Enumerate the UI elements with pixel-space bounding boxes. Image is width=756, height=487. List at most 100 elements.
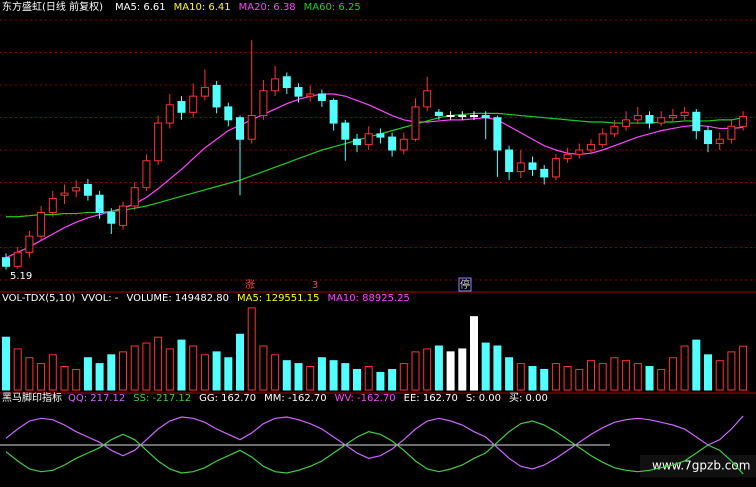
- candle-body: [224, 106, 233, 121]
- volume-title: VOL-TDX(5,10): [2, 293, 75, 304]
- candle-body: [60, 192, 69, 196]
- candle-body: [516, 162, 525, 173]
- candle-body: [119, 205, 127, 226]
- legend-entry: MA20: 6.38: [239, 2, 296, 13]
- candle-body: [271, 78, 280, 92]
- volume-bar: [540, 368, 549, 391]
- volume-bar: [95, 363, 104, 391]
- volume-bar: [692, 339, 701, 391]
- volume-bar: [411, 351, 420, 391]
- legend-entry: MA10: 6.41: [174, 2, 231, 13]
- candle-body: [212, 84, 221, 108]
- legend-entry: QQ: 217.12: [68, 393, 125, 404]
- candle-body: [657, 117, 666, 124]
- volume-bar: [259, 345, 268, 391]
- volume-bar: [399, 363, 408, 391]
- candle-body: [154, 122, 163, 162]
- volume-bar: [470, 316, 478, 391]
- marker-box: [458, 277, 472, 292]
- candle-body: [458, 115, 467, 118]
- volume-bar: [107, 354, 116, 391]
- indicator-title: 黑马脚印指标: [2, 391, 62, 404]
- candle-body: [622, 119, 631, 127]
- candle-body: [95, 194, 104, 213]
- volume-bar: [622, 360, 631, 391]
- candle-body: [388, 136, 397, 151]
- candle-body: [282, 76, 291, 89]
- legend-entry: MA5: 6.61: [115, 2, 166, 13]
- candle-body: [142, 160, 151, 189]
- candle-body: [446, 115, 455, 118]
- volume-bar: [388, 368, 397, 391]
- volume-bar: [236, 333, 244, 391]
- ma-line: [5, 93, 744, 259]
- candle-body: [540, 168, 549, 178]
- volume-bar: [528, 366, 537, 391]
- marker: 涨: [245, 279, 255, 291]
- legend-entry: VOLUME: 149482.80: [126, 293, 229, 304]
- marker: 3: [312, 280, 318, 291]
- volume-bar: [645, 366, 654, 391]
- volume-bar: [668, 357, 677, 391]
- volume-bar: [657, 368, 666, 391]
- volume-bar: [200, 354, 209, 391]
- legend-entry: VVOL: -: [81, 293, 118, 304]
- volume-bar: [364, 366, 373, 391]
- volume-bar: [247, 307, 256, 391]
- legend-entry: SS: -217.12: [133, 393, 191, 404]
- candle-body: [2, 257, 10, 267]
- candle-body: [329, 99, 338, 124]
- marker: 停: [460, 278, 470, 291]
- volume-bar: [458, 348, 467, 391]
- candle-body: [83, 183, 92, 196]
- legend-entry: MM: -162.70: [264, 393, 326, 404]
- candle-body: [177, 101, 186, 113]
- candle-body: [37, 211, 46, 237]
- volume-bar: [505, 357, 514, 391]
- volume-bar: [715, 360, 724, 391]
- candle-body: [727, 125, 736, 140]
- candle-body: [411, 106, 420, 140]
- volume-bar: [680, 345, 689, 391]
- candle-body: [668, 115, 677, 119]
- candle-body: [48, 197, 57, 213]
- legend-entry: MA60: 6.25: [304, 2, 361, 13]
- candle-body: [739, 116, 748, 127]
- volume-bar: [329, 360, 338, 391]
- candle-body: [470, 115, 478, 118]
- volume-bar: [25, 357, 34, 391]
- legend-entry: MA10: 88925.25: [327, 293, 409, 304]
- candle-body: [165, 104, 174, 124]
- volume-bar: [727, 351, 736, 391]
- legend-entry: S: 0.00: [466, 393, 501, 404]
- candle-body: [247, 115, 256, 140]
- candle-body: [341, 122, 350, 140]
- candle-body: [306, 93, 315, 97]
- candle-body: [13, 251, 22, 267]
- candle-body: [434, 111, 443, 117]
- candle-body: [317, 93, 326, 101]
- volume-bar: [481, 342, 490, 391]
- watermark-bg: [640, 455, 756, 477]
- candle-body: [563, 153, 572, 160]
- candle-body: [551, 158, 560, 178]
- candle-body: [353, 138, 361, 146]
- candle-body: [25, 235, 34, 253]
- candle-body: [376, 133, 385, 138]
- candle-body: [423, 90, 432, 108]
- volume-bar: [142, 342, 151, 391]
- candle-body: [236, 117, 244, 140]
- volume-bar: [177, 339, 186, 391]
- candle-body: [481, 115, 490, 119]
- candle-body: [587, 144, 595, 151]
- volume-bar: [60, 366, 69, 391]
- volume-bar: [633, 363, 642, 391]
- volume-bar: [446, 351, 455, 391]
- indicator-line: [5, 420, 744, 475]
- volume-bar: [376, 371, 385, 391]
- candle-body: [715, 138, 724, 145]
- volume-bar: [83, 357, 92, 391]
- low-label: 5.19: [10, 271, 32, 282]
- volume-bar: [189, 345, 198, 391]
